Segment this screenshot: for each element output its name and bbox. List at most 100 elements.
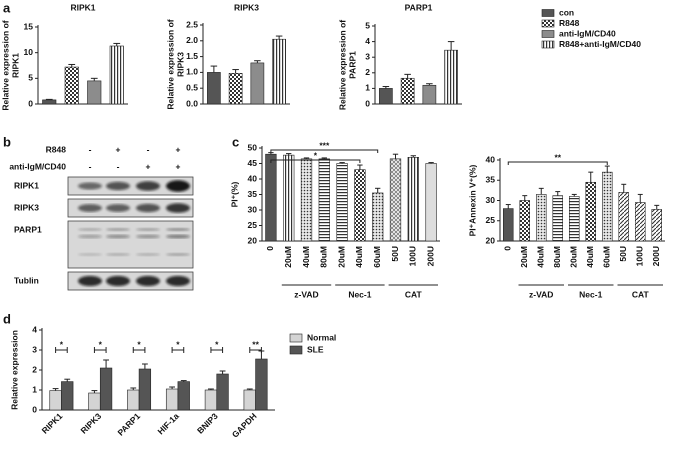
legend-swatch [289,333,303,343]
x-tick-label: 20uM [519,246,529,268]
blot-band [78,275,102,287]
bar [228,73,243,105]
legend-label: con [559,7,574,17]
bar [99,367,113,411]
blot-band [136,234,160,239]
y-tick-label: 2 [365,67,370,77]
significance-bracket [210,347,224,353]
y-axis-label: PI⁺(%) [229,181,239,207]
y-tick-label: 0 [365,98,370,108]
bar [318,158,330,242]
x-tick-label: 200U [425,246,435,266]
x-tick-label: 0 [265,246,275,251]
x-tick-label: GAPDH [230,411,259,440]
blot-strip [67,176,194,196]
chart-title: RIPK3 [234,2,259,12]
bar [109,45,124,105]
legend-swatch [289,345,303,355]
bar [255,358,268,411]
y-tick-label: 1.0 [186,67,198,77]
bar [422,84,437,105]
bar [250,62,265,105]
y-tick-label: 4 [365,36,370,46]
significance-label: * [137,339,141,349]
legend-label: Normal [307,332,336,342]
x-tick-label: 40uM [536,246,546,268]
y-axis-label: RIPK3 [175,52,185,77]
blot-band [166,234,190,239]
legend-label: anti-IgM/CD40 [559,28,616,38]
y-axis-label: Relative expression [9,330,19,410]
x-tick-label: 80uM [552,246,562,268]
protein-label: RIPK1 [14,180,39,190]
y-tick-label: 20 [248,235,258,245]
bar [389,158,402,242]
significance-bracket [507,161,608,165]
legend-swatch [541,9,555,17]
x-tick-label: RIPK1 [40,411,65,436]
bar [204,389,218,411]
chart-title: PARP1 [405,2,433,12]
legend-swatch [541,19,555,28]
x-tick-label: 20uM [569,246,579,268]
x-tick-label: PARP1 [115,411,142,438]
blot-band [166,252,190,257]
significance-label: * [215,339,219,349]
bar [407,157,419,242]
y-tick-label: 4 [32,324,37,334]
bar [42,99,57,105]
group-label: Nec-1 [579,289,602,299]
blot-band [78,252,102,257]
x-tick-label: 40uM [301,246,311,268]
bar [618,192,629,242]
x-tick-label: 50U [390,246,400,262]
y-tick-label: 1 [365,83,370,93]
group-label: CAT [632,289,650,299]
y-tick-label: 30 [248,204,258,214]
protein-label: Tublin [14,275,39,285]
bar [568,196,580,242]
panel-label: c [232,134,239,149]
bar [300,158,313,242]
treatment-sign: + [116,144,121,154]
y-tick-label: 20 [486,235,496,245]
significance-bracket [93,347,107,353]
bar [634,202,646,242]
blot-band [106,181,130,191]
treatment-sign: - [117,161,120,171]
bar [165,388,179,411]
y-tick-label: 0 [32,404,37,414]
group-label: z-VAD [529,289,553,299]
bar [207,72,221,105]
y-tick-label: 10 [24,47,34,57]
blot-band [136,227,160,232]
blot-band [106,234,130,239]
blot-band [106,227,130,232]
bar [651,209,662,242]
x-tick-label: 40uM [354,246,364,268]
bar [552,195,563,242]
blot-band [106,275,130,287]
bar [272,38,286,105]
x-tick-label: 100U [408,246,418,266]
bar [444,49,458,105]
y-tick-label: 35 [486,175,496,185]
x-tick-label: HIF-1a [155,411,181,437]
bar [265,153,277,242]
bar [425,163,437,242]
x-tick-label: 100U [635,246,645,266]
bar [127,389,140,411]
significance-label: ** [252,339,259,349]
bar [336,163,348,242]
significance-label: * [314,150,318,160]
y-tick-label: 30 [486,195,496,205]
y-axis-label: PI⁺Annexin V⁺(%) [467,164,477,236]
y-tick-label: 0 [28,98,33,108]
x-tick-label: RIPK3 [78,411,103,436]
y-tick-label: 0.0 [186,98,198,108]
protein-label: RIPK3 [14,202,39,212]
y-tick-label: 0.5 [186,82,198,92]
bar [88,392,101,411]
x-tick-label: 200U [651,246,661,266]
